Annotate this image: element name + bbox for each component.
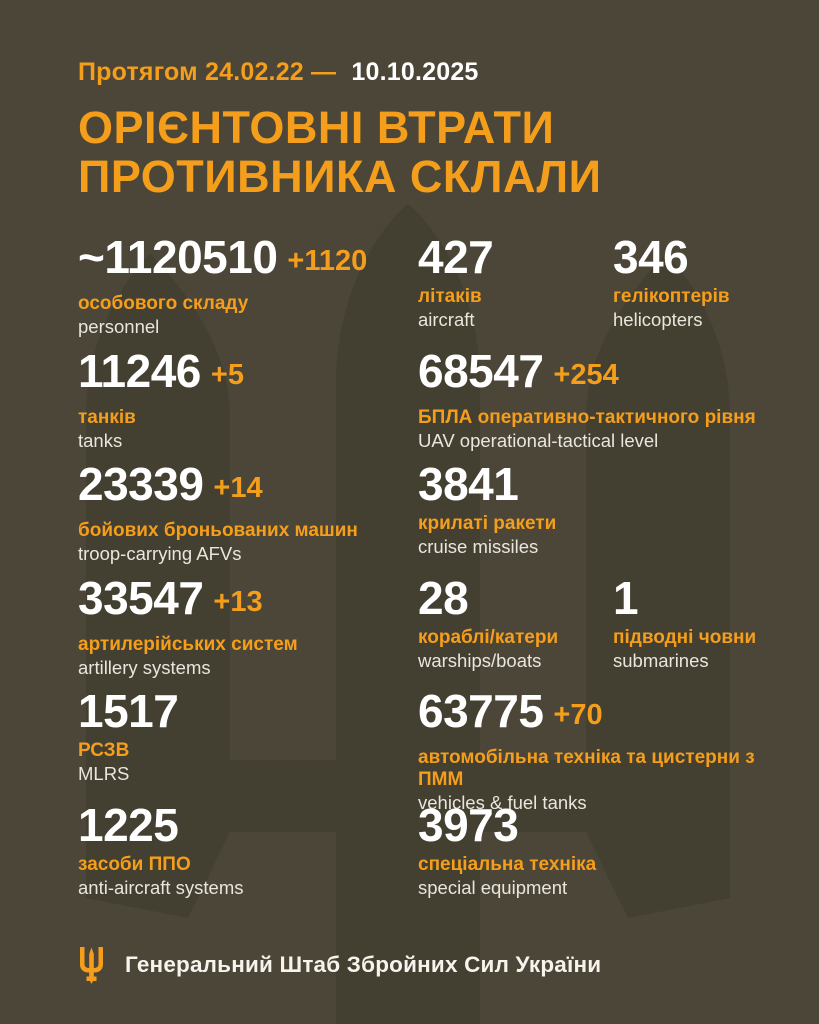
stat-label-uk: особового складу (78, 293, 249, 314)
stat-delta: +13 (213, 585, 263, 618)
trident-icon (80, 947, 103, 984)
stat-delta: +14 (213, 472, 263, 504)
stat-label-uk: РСЗВ (78, 740, 130, 761)
stat-afv: 23339 +14 бойових броньованих машин troop… (78, 458, 418, 576)
stat-mlrs: 1517 РСЗВ MLRS (78, 685, 418, 803)
stat-value: 346 (613, 231, 689, 283)
stat-helicopters: 346 гелікоптерів helicopters (613, 231, 799, 349)
stat-label-en: submarines (613, 649, 709, 671)
stat-label-uk: танків (78, 406, 136, 428)
stat-label-en: personnel (78, 316, 160, 337)
stat-label-uk: літаків (418, 286, 482, 307)
stat-label-en: special equipment (418, 876, 568, 898)
stat-label-uk: БПЛА оперативно-тактичного рівня (418, 406, 756, 428)
stat-warships: 28 кораблі/катери warships/boats (418, 571, 613, 690)
stat-value: 23339 +14 (78, 458, 263, 510)
stat-label-uk: бойових броньованих машин (78, 520, 358, 541)
stat-uav: 68547 +254 БПЛА оперативно-тактичного рів… (418, 344, 799, 463)
stat-label-en: anti-aircraft systems (78, 876, 244, 898)
stat-label-uk: артилерійських систем (78, 633, 298, 655)
stat-tanks: 11246 +5 танків tanks (78, 344, 418, 463)
stat-label-uk: підводні човни (613, 626, 757, 648)
stat-value: 28 (418, 571, 469, 624)
stat-label-en: aircraft (418, 309, 475, 330)
stat-delta: +254 (553, 358, 619, 391)
stat-cruise-missiles: 3841 крилаті ракети cruise missiles (418, 458, 799, 576)
stat-submarines: 1 підводні човни submarines (613, 571, 799, 690)
stat-delta: +1120 (287, 245, 368, 277)
title-line-2: ПРОТИВНИКА СКЛАЛИ (78, 151, 602, 202)
stat-value: 63775 +70 (418, 685, 603, 737)
date-range: Протягом 24.02.22 — 10.10.2025 (78, 58, 799, 87)
stat-label-en: MLRS (78, 763, 130, 784)
stat-aircraft: 427 літаків aircraft (418, 231, 613, 349)
stats-grid: ~1120510 +1120 особового складу personnel… (78, 231, 799, 917)
stat-delta: +5 (210, 358, 244, 391)
page-title: ОРІЄНТОВНІ ВТРАТИ ПРОТИВНИКА СКЛАЛИ (78, 103, 799, 201)
stat-personnel: ~1120510 +1120 особового складу personnel (78, 231, 418, 349)
stat-anti-aircraft: 1225 засоби ППО anti-aircraft systems (78, 798, 418, 917)
stat-label-uk: кораблі/катери (418, 626, 559, 648)
stat-label-en: troop-carrying AFVs (78, 543, 242, 564)
stat-delta: +70 (553, 699, 603, 731)
date-range-end: 10.10.2025 (351, 58, 479, 86)
stat-label-en: helicopters (613, 309, 703, 330)
date-range-start: Протягом 24.02.22 — (78, 58, 337, 86)
footer: Генеральний Штаб Збройних Сил України (78, 946, 601, 984)
stat-value: 68547 +254 (418, 344, 619, 397)
stat-value: ~1120510 +1120 (78, 231, 368, 283)
stat-value: 33547 +13 (78, 571, 263, 624)
stat-label-uk: гелікоптерів (613, 286, 730, 307)
stat-label-en: tanks (78, 429, 123, 451)
stat-label-uk: крилаті ракети (418, 513, 557, 534)
stat-label-uk: автомобільна техніка та цистерни з ПММ (418, 747, 755, 790)
stat-label-uk: засоби ППО (78, 853, 191, 875)
stat-artillery: 33547 +13 артилерійських систем artillery… (78, 571, 418, 690)
stat-value: 3841 (418, 458, 519, 510)
stat-value: 3973 (418, 798, 519, 851)
stat-label-en: UAV operational-tactical level (418, 429, 659, 451)
stat-vehicles: 63775 +70 автомобільна техніка та цистерн… (418, 685, 799, 813)
stat-value: 1225 (78, 798, 179, 851)
stat-label-en: artillery systems (78, 656, 211, 678)
source-attribution: Генеральний Штаб Збройних Сил України (125, 952, 602, 977)
stat-label-uk: спеціальна техніка (418, 853, 597, 875)
stat-value: 1 (613, 571, 639, 624)
stat-value: 1517 (78, 685, 179, 737)
title-line-1: ОРІЄНТОВНІ ВТРАТИ (78, 102, 555, 153)
stat-label-en: cruise missiles (418, 536, 539, 557)
stat-value: 11246 +5 (78, 344, 244, 397)
stat-label-en: warships/boats (418, 649, 542, 671)
stat-value: 427 (418, 231, 494, 283)
stat-special-equipment: 3973 спеціальна техніка special equipmen… (418, 798, 799, 917)
